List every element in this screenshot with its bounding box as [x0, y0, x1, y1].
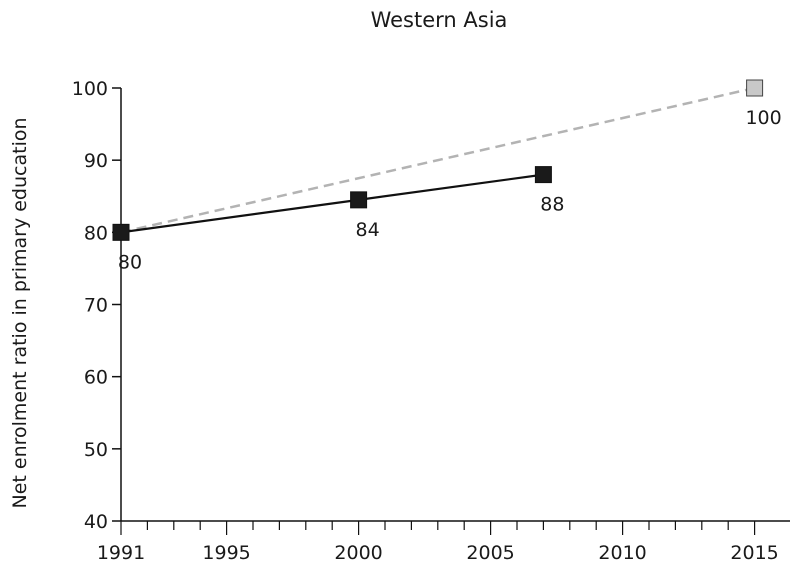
y-tick-label: 60	[84, 367, 108, 389]
x-tick-label: 2010	[598, 542, 646, 564]
y-tick-label: 100	[72, 78, 108, 100]
series-layer: 100 80 84 88	[112, 79, 782, 273]
x-tick-label: 2005	[466, 542, 514, 564]
y-tick-label: 50	[84, 439, 108, 461]
y-tick-label: 70	[84, 295, 108, 317]
x-tick-label: 2015	[730, 542, 778, 564]
data-point-marker	[534, 166, 552, 184]
data-point-marker	[112, 223, 130, 241]
data-point-marker	[350, 191, 368, 209]
x-tick-label: 1995	[202, 542, 250, 564]
data-label: 100	[745, 107, 781, 129]
target-point-marker	[746, 79, 764, 97]
x-ticks: 1991 1995 2000 2005 2010 2015	[97, 521, 779, 564]
data-label: 84	[356, 219, 380, 241]
data-label: 88	[540, 194, 564, 216]
x-tick-label: 2000	[334, 542, 382, 564]
y-ticks: 40 50 60 70 80 90 100	[72, 78, 121, 533]
target-line	[120, 86, 755, 234]
chart-title: Western Asia	[371, 8, 508, 32]
y-tick-label: 80	[84, 222, 108, 244]
y-tick-label: 90	[84, 150, 108, 172]
y-axis-label: Net enrolment ratio in primary education	[9, 117, 31, 508]
y-tick-label: 40	[84, 511, 108, 533]
data-label: 80	[118, 251, 142, 273]
x-tick-label: 1991	[97, 542, 145, 564]
